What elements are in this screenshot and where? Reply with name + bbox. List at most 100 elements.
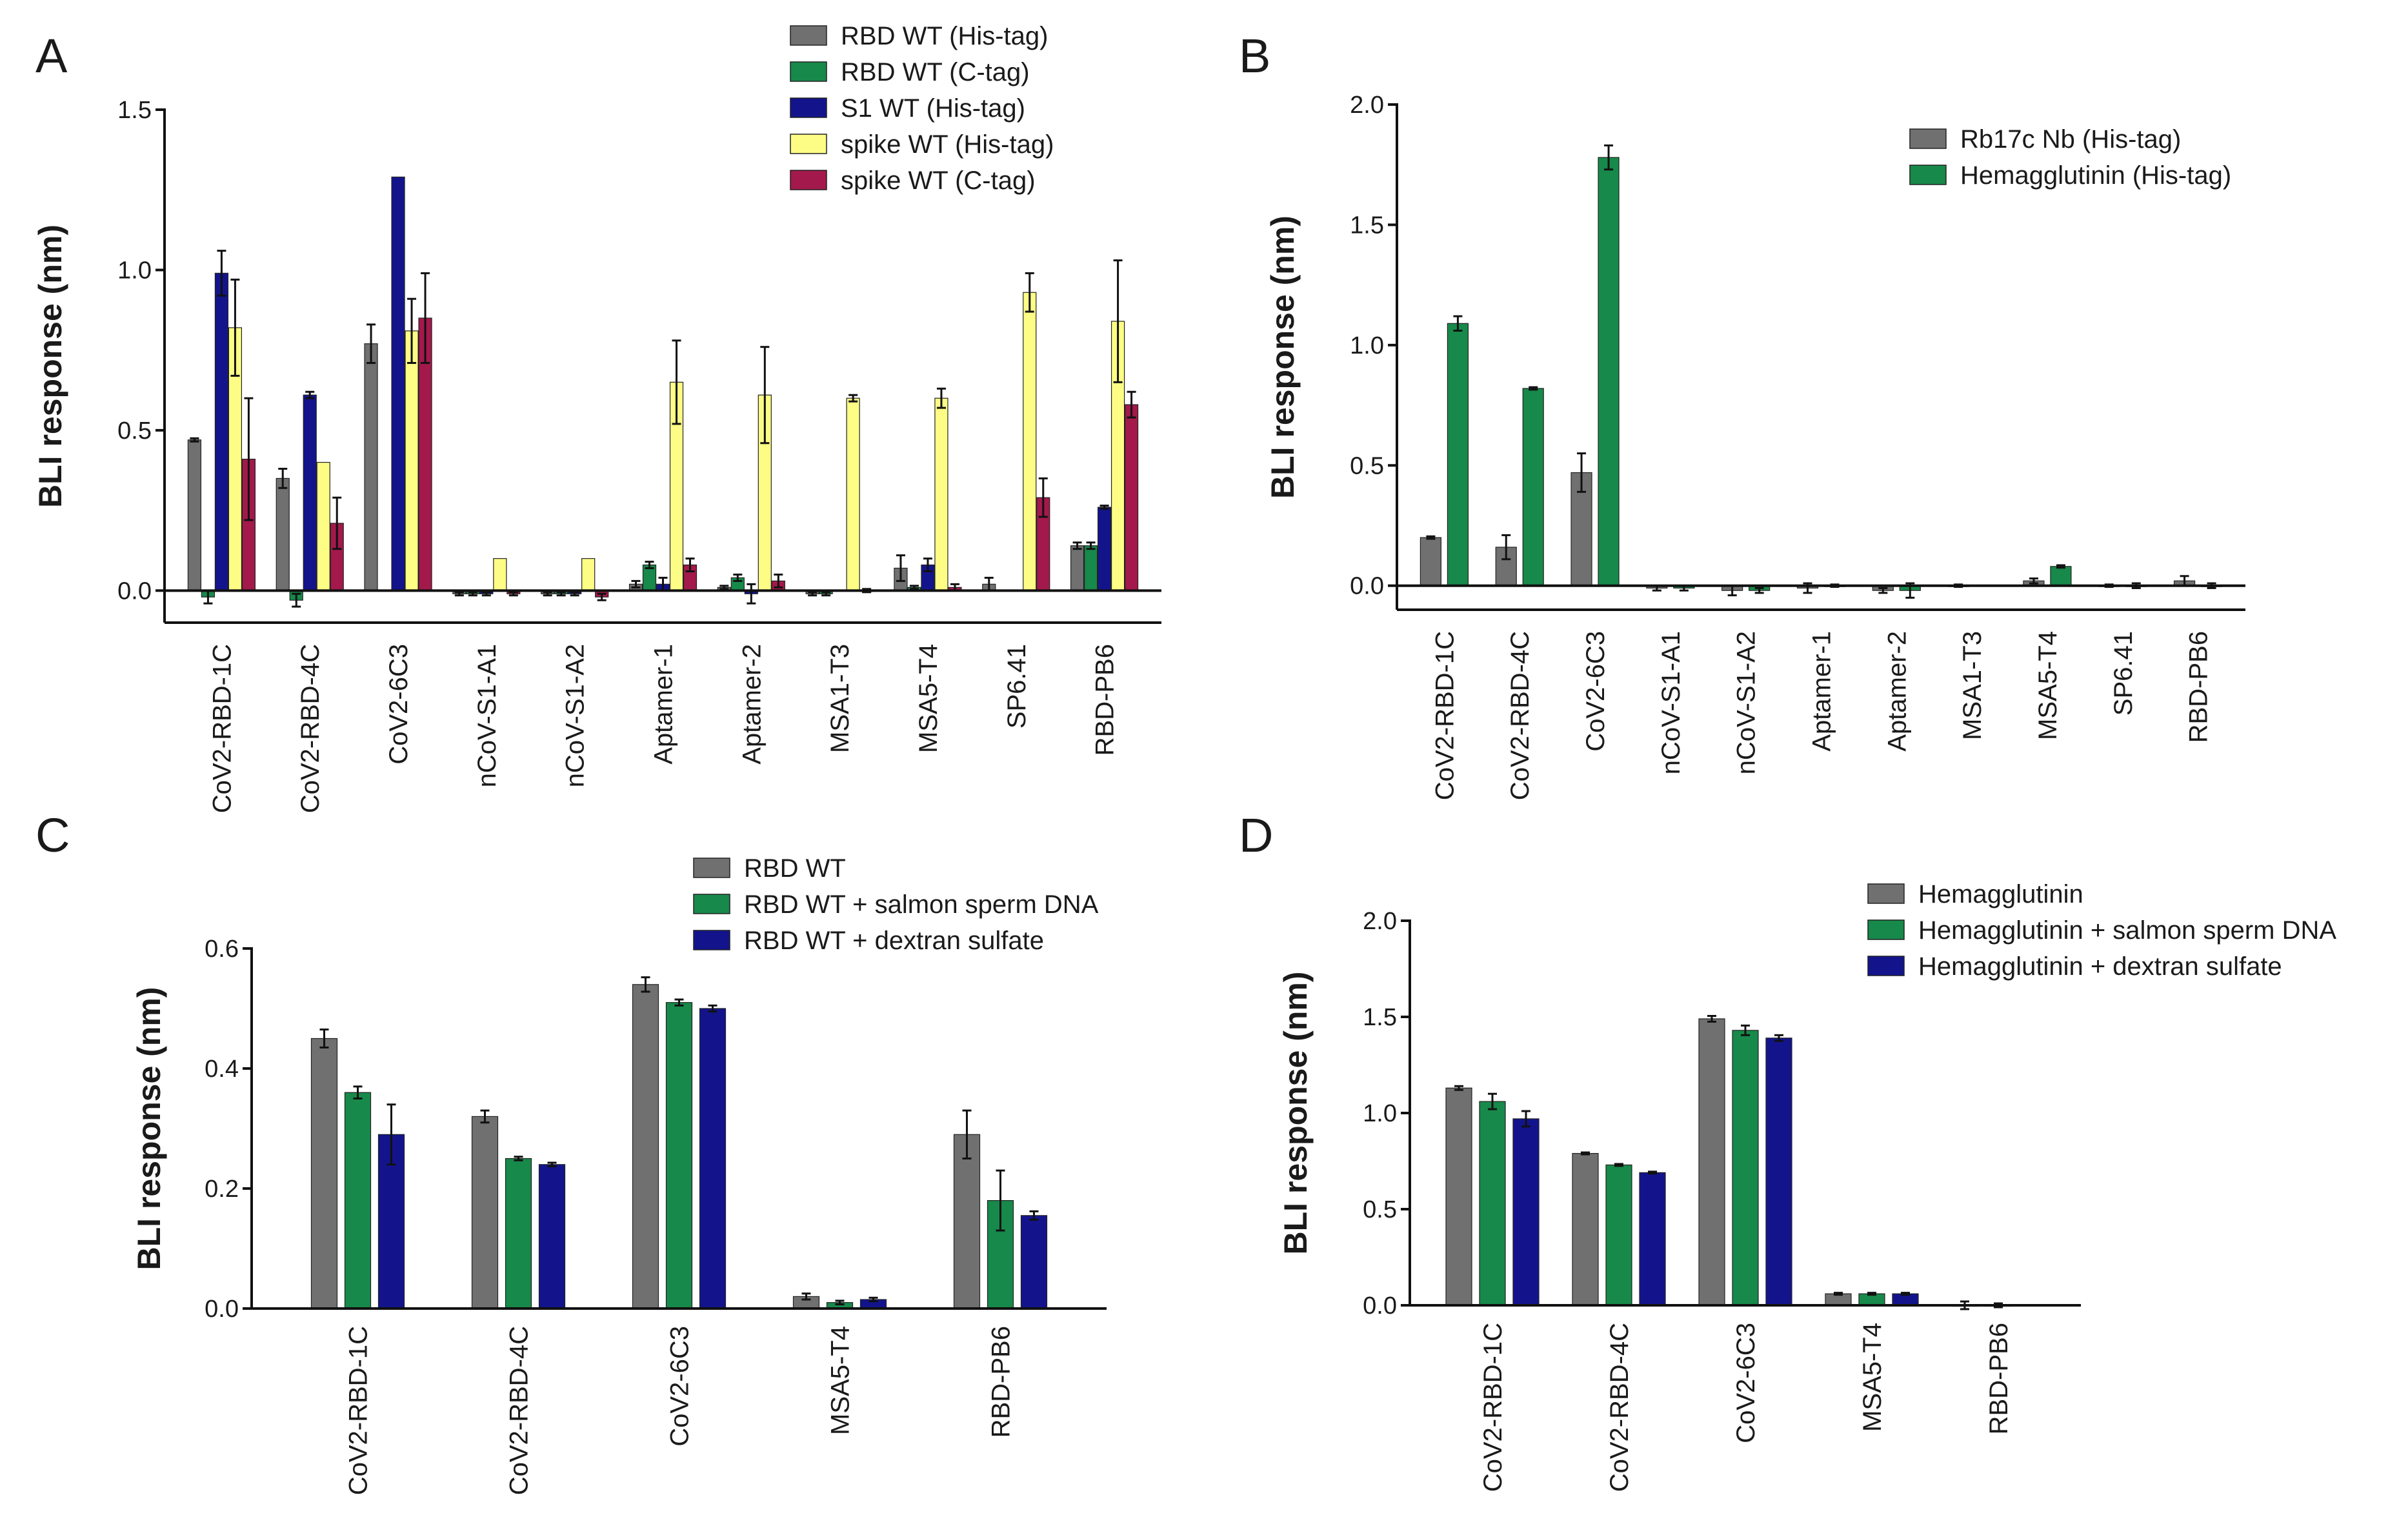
bar-rbd-wt-dextran-sulfate-cov2-rbd-4c	[538, 1164, 566, 1309]
error-bar-hemagglutinin-his-tag-ncov-s1-a2	[1754, 587, 1764, 594]
error-bar-spike-wt-c-tag-ncov-s1-a1	[508, 591, 518, 597]
bar-spike-wt-his-tag-msa5-t4	[934, 397, 948, 591]
y-tick-label: 0.5	[1350, 452, 1384, 479]
legend: RBD WT RBD WT + salmon sperm DNA RBD WT + …	[693, 854, 1099, 955]
bar-rbd-wt-his-tag-cov2-rbd-4c	[276, 477, 290, 591]
y-tick-label: 0.2	[205, 1176, 239, 1203]
error-bar-rbd-wt-c-tag-msa5-t4	[909, 585, 919, 590]
legend-entry-hemagglutinin-dextran-sulfate: Hemagglutinin + dextran sulfate	[1918, 952, 2282, 981]
x-tick-label-msa5-t4: MSA5-T4	[1858, 1323, 1887, 1432]
error-bar-spike-wt-c-tag-aptamer-2	[774, 573, 783, 588]
error-bar-spike-wt-c-tag-cov2-rbd-4c	[332, 496, 342, 550]
error-bar-rbd-wt-cov2-6c3	[641, 976, 650, 993]
error-bar-spike-wt-c-tag-ncov-s1-a2	[597, 592, 607, 601]
bar-hemagglutinin-his-tag-cov2-6c3	[1598, 157, 1620, 587]
error-bar-rbd-wt-salmon-sperm-dna-cov2-rbd-1c	[353, 1085, 363, 1099]
x-tick-label-msa1-t3: MSA1-T3	[1958, 631, 1987, 740]
error-bar-rbd-wt-his-tag-cov2-6c3	[366, 323, 376, 365]
legend-entry-rbd-wt: RBD WT	[744, 854, 846, 883]
y-tick-label: 1.0	[1363, 1100, 1397, 1127]
error-bar-rbd-wt-c-tag-msa1-t3	[821, 591, 831, 597]
legend-swatch-rbd-wt-dextran-sulfate	[693, 930, 730, 950]
error-bar-rbd-wt-cov2-rbd-1c	[319, 1028, 329, 1048]
bar-rbd-wt-salmon-sperm-dna-cov2-rbd-4c	[505, 1158, 532, 1309]
y-tick-label: 1.0	[117, 257, 152, 284]
error-bar-rbd-wt-c-tag-aptamer-1	[645, 561, 654, 570]
error-bar-hemagglutinin-salmon-sperm-dna-cov2-rbd-4c	[1614, 1163, 1623, 1167]
error-bar-rbd-wt-his-tag-msa5-t4	[896, 554, 905, 582]
bar-spike-wt-his-tag-ncov-s1-a1	[493, 558, 507, 591]
error-bar-rbd-wt-c-tag-aptamer-2	[733, 573, 743, 582]
x-tick-label-cov2-rbd-1c: CoV2-RBD-1C	[1479, 1323, 1507, 1492]
panel-a: A BLI response (nm) 0.0 0.5 1.0 1.5 CoV2-RBD-1…	[32, 22, 1161, 813]
error-bar-rb17c-nb-his-tag-cov2-6c3	[1577, 452, 1587, 493]
error-bar-spike-wt-c-tag-cov2-6c3	[421, 272, 430, 365]
error-bar-s1-wt-his-tag-cov2-rbd-1c	[217, 250, 226, 297]
error-bar-rbd-wt-salmon-sperm-dna-msa5-t4	[835, 1299, 845, 1305]
legend-entry-hemagglutinin-his-tag: Hemagglutinin (His-tag)	[1960, 161, 2231, 190]
x-tick-label-cov2-rbd-1c: CoV2-RBD-1C	[208, 644, 236, 813]
error-bar-hemagglutinin-dextran-sulfate-msa5-t4	[1901, 1292, 1910, 1296]
legend: Hemagglutinin Hemagglutinin + salmon sper…	[1867, 880, 2336, 981]
y-tick-label: 0.0	[1363, 1292, 1397, 1319]
bar-s1-wt-his-tag-cov2-rbd-1c	[214, 272, 229, 591]
bar-rbd-wt-cov2-rbd-1c	[310, 1038, 338, 1309]
bar-rbd-wt-dextran-sulfate-cov2-6c3	[699, 1008, 727, 1309]
y-axis-title: BLI response (nm)	[131, 987, 167, 1270]
legend-swatch-hemagglutinin	[1867, 883, 1905, 904]
legend-entry-spike-wt-his-tag: spike WT (His-tag)	[841, 130, 1054, 159]
error-bar-rbd-wt-salmon-sperm-dna-cov2-6c3	[674, 998, 684, 1007]
error-bar-spike-wt-his-tag-msa5-t4	[936, 387, 946, 409]
x-tick-label-msa1-t3: MSA1-T3	[826, 644, 854, 753]
x-tick-label-rbd-pb6: RBD-PB6	[2185, 631, 2213, 743]
error-bar-rbd-wt-cov2-rbd-4c	[480, 1109, 490, 1124]
y-tick-label: 1.5	[1350, 212, 1384, 239]
x-tick-label-msa5-t4: MSA5-T4	[827, 1326, 855, 1435]
bar-hemagglutinin-salmon-sperm-dna-cov2-rbd-1c	[1479, 1101, 1506, 1306]
x-tick-label-cov2-rbd-4c: CoV2-RBD-4C	[1506, 631, 1534, 800]
x-tick-label-rbd-pb6: RBD-PB6	[987, 1326, 1016, 1438]
x-tick-label-msa5-t4: MSA5-T4	[914, 644, 943, 753]
bar-hemagglutinin-dextran-sulfate-cov2-6c3	[1765, 1038, 1792, 1306]
error-bar-s1-wt-his-tag-ncov-s1-a1	[481, 591, 491, 597]
bar-rbd-wt-rbd-pb6	[953, 1134, 981, 1309]
y-tick-label: 0.4	[205, 1056, 239, 1083]
error-bar-rb17c-nb-his-tag-msa5-t4	[2029, 577, 2038, 585]
error-bar-rbd-wt-his-tag-aptamer-1	[631, 579, 641, 588]
x-tick-label-cov2-rbd-4c: CoV2-RBD-4C	[296, 644, 325, 813]
error-bar-rbd-wt-his-tag-msa1-t3	[808, 591, 818, 597]
error-bar-spike-wt-his-tag-cov2-6c3	[407, 297, 417, 365]
x-tick-label-ncov-s1-a2: nCoV-S1-A2	[561, 644, 590, 787]
bar-rbd-wt-cov2-6c3	[632, 984, 659, 1309]
legend-entry-hemagglutinin: Hemagglutinin	[1918, 880, 2083, 908]
y-tick-label: 0.0	[117, 577, 152, 605]
bar-s1-wt-his-tag-cov2-rbd-4c	[303, 394, 317, 591]
x-tick-label-msa5-t4: MSA5-T4	[2034, 631, 2062, 740]
x-tick-label-aptamer-2: Aptamer-2	[737, 644, 766, 765]
error-bar-spike-wt-his-tag-aptamer-1	[672, 339, 681, 425]
legend-entry-rbd-wt-his-tag: RBD WT (His-tag)	[841, 22, 1048, 50]
error-bar-spike-wt-his-tag-sp6-41	[1025, 272, 1034, 313]
panel-letter: B	[1239, 29, 1270, 83]
y-tick-label: 1.5	[117, 97, 152, 124]
panel-letter: D	[1239, 808, 1273, 862]
error-bar-rbd-wt-his-tag-cov2-rbd-1c	[190, 437, 199, 443]
y-tick-label: 0.6	[205, 936, 239, 963]
x-tick-label-aptamer-1: Aptamer-1	[650, 644, 678, 765]
bar-spike-wt-his-tag-msa1-t3	[846, 397, 860, 591]
x-tick-label-ncov-s1-a1: nCoV-S1-A1	[473, 644, 501, 787]
legend-entry-s1-wt-his-tag: S1 WT (His-tag)	[841, 94, 1025, 123]
error-bar-hemagglutinin-cov2-6c3	[1707, 1015, 1716, 1023]
bar-hemagglutinin-dextran-sulfate-cov2-rbd-1c	[1512, 1118, 1540, 1306]
error-bar-s1-wt-his-tag-aptamer-2	[747, 583, 756, 605]
y-tick-label: 0.5	[117, 417, 152, 445]
bar-s1-wt-his-tag-cov2-6c3	[391, 176, 405, 591]
bar-hemagglutinin-his-tag-msa5-t4	[2050, 566, 2072, 587]
panel-letter: C	[35, 808, 70, 862]
bar-rb17c-nb-his-tag-cov2-rbd-1c	[1420, 537, 1442, 587]
legend-swatch-s1-wt-his-tag	[790, 97, 827, 118]
error-bar-hemagglutinin-msa5-t4	[1834, 1292, 1843, 1296]
error-bar-s1-wt-his-tag-ncov-s1-a2	[570, 591, 579, 597]
x-tick-label-sp6-41: SP6.41	[1003, 644, 1031, 728]
